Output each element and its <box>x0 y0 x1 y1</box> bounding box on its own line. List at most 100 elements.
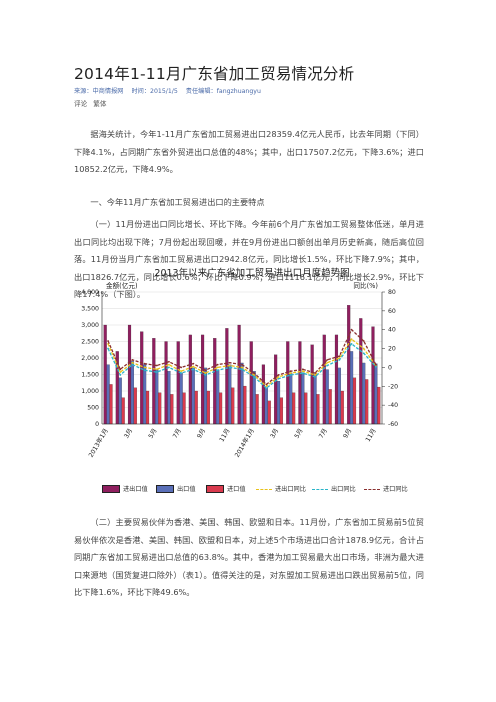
line-point <box>301 368 304 371</box>
time-label: 时间：2015/1/5 <box>131 88 178 95</box>
legend-label: 进口同比 <box>383 486 408 493</box>
bar-export <box>289 372 293 425</box>
x-tick-label: 7月 <box>318 428 329 440</box>
line-point <box>168 363 170 366</box>
x-tick-label: 9月 <box>196 428 207 440</box>
line-point <box>155 371 158 374</box>
left-tick-label: 2,000 <box>81 355 99 362</box>
line-point <box>350 338 353 341</box>
bar-export <box>350 351 354 425</box>
bar-import <box>352 377 357 425</box>
line-point <box>265 383 268 386</box>
traditional-link[interactable]: 繁体 <box>93 100 107 108</box>
bar-total <box>249 341 253 425</box>
source-label: 来源：中商情报网 <box>74 88 124 95</box>
chart-legend: 进出口值 出口值 进口值 进出口同比 出口同比 进口同比 <box>102 484 442 498</box>
bar-total <box>176 341 180 425</box>
line-point <box>241 363 243 366</box>
line-point <box>375 365 377 368</box>
x-tick-label: 3月 <box>123 428 134 440</box>
right-tick-label: -40 <box>388 402 398 409</box>
line-point <box>168 366 170 369</box>
x-tick-label: 3月 <box>269 428 280 440</box>
line-point <box>253 375 256 378</box>
bar-export <box>362 362 366 425</box>
bar-export <box>337 367 341 425</box>
bar-import <box>109 384 113 425</box>
line-point <box>375 363 377 366</box>
article-meta: 来源：中商情报网 时间：2015/1/5 责任编辑：fangzhuangyu <box>74 86 267 95</box>
bar-total <box>310 344 314 425</box>
bar-total <box>213 338 217 425</box>
bar-export <box>313 374 317 425</box>
bar-total <box>261 364 265 425</box>
line-point <box>301 370 304 373</box>
bar-total <box>371 326 375 425</box>
bar-export <box>228 364 232 425</box>
bar-export <box>118 377 122 425</box>
line-point <box>350 342 353 345</box>
legend-item: 出口同比 <box>312 484 356 493</box>
editor-label: 责任编辑：fangzhuangyu <box>185 88 261 95</box>
bar-import <box>292 392 296 425</box>
trend-chart: 2013年以来广东省加工贸易进出口月度趋势图 金额(亿元) 同比(%) 0 500 1,0… <box>66 262 434 494</box>
right-tick-label: 60 <box>388 308 396 315</box>
line-point <box>155 368 158 371</box>
line-point <box>168 360 170 363</box>
line-point <box>107 347 109 350</box>
bar-total <box>298 341 302 425</box>
line-point <box>119 368 122 371</box>
legend-label: 进口值 <box>227 486 246 493</box>
bar-import <box>267 400 271 425</box>
right-tick-label: 20 <box>388 346 396 353</box>
bar-total <box>347 305 351 425</box>
left-tick-label: 2,500 <box>81 339 99 346</box>
article-title: 2014年1-11月广东省加工贸易情况分析 <box>74 65 355 83</box>
bar-import <box>194 390 198 425</box>
line-point <box>350 328 353 331</box>
bar-import <box>170 394 174 425</box>
x-tick-label: 9月 <box>342 428 353 440</box>
bar-export <box>155 369 159 425</box>
bar-import <box>231 387 235 425</box>
legend-swatch <box>256 488 272 490</box>
left-tick-label: 1,000 <box>81 388 99 395</box>
x-tick-label: 11月 <box>365 428 378 444</box>
line-point <box>119 374 122 376</box>
line-point <box>314 375 316 378</box>
legend-label: 出口值 <box>177 486 196 493</box>
line-point <box>265 385 268 388</box>
bar-total <box>237 324 241 425</box>
bar-total <box>103 324 107 425</box>
bar-import <box>219 392 223 425</box>
legend-label: 出口同比 <box>331 486 356 493</box>
bar-total <box>140 331 144 425</box>
legend-label: 进出口同比 <box>275 486 306 493</box>
line-point <box>241 368 243 371</box>
left-tick-label: 0 <box>95 421 99 428</box>
x-tick-label: 5月 <box>293 428 304 440</box>
x-tick-label: 2014年1月 <box>233 427 256 459</box>
line-point <box>180 370 183 373</box>
bar-export <box>130 361 134 425</box>
line-point <box>289 370 292 373</box>
bar-export <box>252 371 256 425</box>
bar-import <box>182 392 186 425</box>
line-point <box>131 358 134 361</box>
line-point <box>216 369 219 372</box>
right-tick-label: -60 <box>388 421 398 428</box>
x-tick-label: 11月 <box>218 428 231 444</box>
legend-swatch <box>364 488 380 490</box>
line-point <box>314 374 316 376</box>
paragraph-feature-2: （二）主要贸易伙伴为香港、美国、韩国、欧盟和日本。11月份，广东省加工贸易前5位… <box>74 517 424 598</box>
line-point <box>180 372 183 374</box>
bar-import <box>304 392 308 425</box>
bar-import <box>365 379 369 425</box>
paragraph-intro: 据海关统计，今年1-11月广东省加工贸易进出口28359.4亿元人民币，比去年同… <box>74 129 424 175</box>
comment-link[interactable]: 评论 <box>74 100 88 108</box>
right-tick-label: 40 <box>388 327 396 334</box>
line-point <box>119 371 122 374</box>
line-point <box>131 363 134 366</box>
right-tick-label: 0 <box>388 364 392 371</box>
x-tick-label: 7月 <box>172 428 183 440</box>
